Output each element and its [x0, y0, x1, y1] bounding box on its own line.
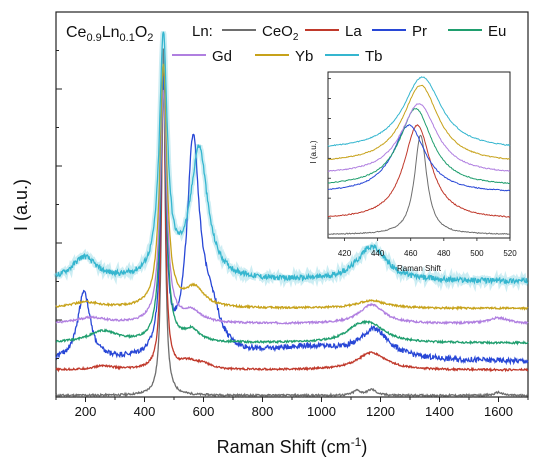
- x-tick-label: 200: [75, 404, 97, 419]
- inset-y-axis-ticks: [328, 78, 331, 219]
- inset-series-line-pr: [327, 124, 511, 192]
- x-tick-label: 400: [134, 404, 156, 419]
- legend-label-ceo: CeO2: [262, 23, 299, 43]
- x-tick-label: 1600: [484, 404, 513, 419]
- legend-label-tb: Tb: [365, 48, 383, 65]
- inset-y-axis-label: I (a.u.): [309, 140, 318, 163]
- legend-label-gd: Gd: [212, 48, 232, 65]
- inset-x-axis-label: Raman Shift: [397, 264, 442, 273]
- inset-series-line-la: [327, 124, 511, 218]
- legend-label-la: La: [345, 23, 362, 40]
- series-line-pr: [55, 76, 529, 366]
- inset-series-line-tb: [327, 76, 511, 147]
- x-tick-label: 1200: [366, 404, 395, 419]
- inset-x-tick-label: 480: [437, 249, 451, 258]
- x-axis-label: Raman Shift (cm-1): [217, 435, 368, 457]
- legend: CeO2 La Pr Eu Gd Yb Tb: [172, 23, 506, 65]
- y-axis-label: I (a.u.): [11, 179, 31, 231]
- series-line-yb: [55, 63, 529, 311]
- series-line-ceo: [55, 48, 529, 399]
- legend-label-eu: Eu: [488, 23, 506, 40]
- series-line-eu: [55, 90, 529, 346]
- legend-label-pr: Pr: [412, 23, 427, 40]
- y-axis-ticks: [56, 50, 62, 359]
- main-series-group: [53, 31, 530, 399]
- chart-title: Ce0.9Ln0.1O2: [66, 24, 153, 44]
- inset-x-tick-label: 420: [338, 249, 352, 258]
- inset-x-tick-label: 440: [371, 249, 385, 258]
- x-axis-ticks: 200 400 600 800 1000 1200 1400 1600: [55, 397, 529, 419]
- inset-x-tick-label: 500: [470, 249, 484, 258]
- inset-series-line-yb: [327, 84, 511, 161]
- inset-series-line-eu: [327, 107, 511, 185]
- series-line-tb: [55, 31, 529, 286]
- inset-x-tick-label: 460: [404, 249, 418, 258]
- x-tick-label: 600: [193, 404, 215, 419]
- legend-label-yb: Yb: [295, 48, 313, 65]
- inset-x-tick-label: 520: [503, 249, 517, 258]
- series-line-gd: [55, 89, 529, 326]
- series-line-la: [55, 72, 529, 373]
- x-tick-label: 1000: [307, 404, 336, 419]
- x-tick-label: 800: [252, 404, 274, 419]
- inset-series-line-gd: [327, 103, 511, 172]
- inset-series-group: [327, 76, 511, 235]
- inset-x-axis-ticks: 420 440 460 480 500 520: [338, 238, 517, 258]
- legend-heading: Ln:: [192, 23, 213, 40]
- x-tick-label: 1400: [425, 404, 454, 419]
